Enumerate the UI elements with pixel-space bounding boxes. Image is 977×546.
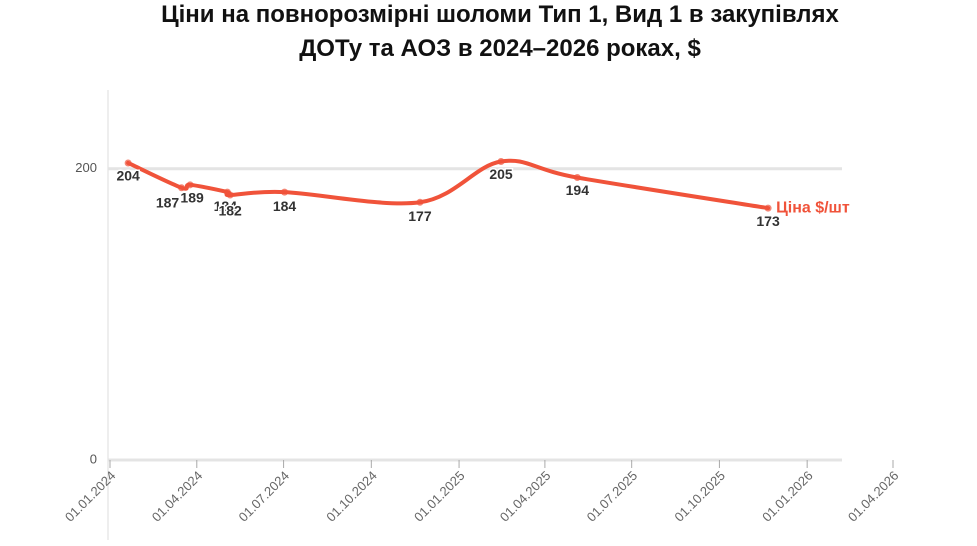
point <box>226 191 234 199</box>
point <box>416 198 424 206</box>
y-tick-label: 0 <box>90 451 97 466</box>
value-label: 204 <box>116 168 140 184</box>
value-label: 187 <box>156 194 180 210</box>
x-tick-label: 01.04.2024 <box>149 468 206 525</box>
x-tick-label: 01.10.2024 <box>323 468 380 525</box>
y-tick-label: 200 <box>75 160 97 175</box>
x-tick-label: 01.04.2025 <box>497 468 554 525</box>
point <box>178 184 186 192</box>
point <box>124 159 132 167</box>
x-tick-label: 01.01.2025 <box>411 468 468 525</box>
value-label: 205 <box>489 166 513 182</box>
series-label: Ціна $/шт <box>776 199 850 216</box>
point <box>281 188 289 196</box>
value-label: 184 <box>214 198 238 214</box>
value-label: 184 <box>273 198 297 214</box>
point <box>497 158 505 166</box>
x-tick-label: 01.01.2024 <box>62 468 119 525</box>
value-label: 189 <box>180 190 204 206</box>
x-tick-label: 01.04.2026 <box>845 468 902 525</box>
point <box>764 204 772 212</box>
point <box>186 181 194 189</box>
value-label: 194 <box>566 182 590 198</box>
value-label: 182 <box>218 203 242 219</box>
x-tick-label: 01.10.2025 <box>671 468 728 525</box>
x-tick-label: 01.07.2024 <box>236 468 293 525</box>
chart-title: Ціни на повнорозмірні шоломи Тип 1, Вид … <box>161 1 839 62</box>
value-label: 173 <box>756 213 780 229</box>
x-tick-label: 01.01.2026 <box>759 468 816 525</box>
point <box>573 174 581 182</box>
x-tick-label: 01.07.2025 <box>584 468 641 525</box>
value-label: 177 <box>408 208 432 224</box>
